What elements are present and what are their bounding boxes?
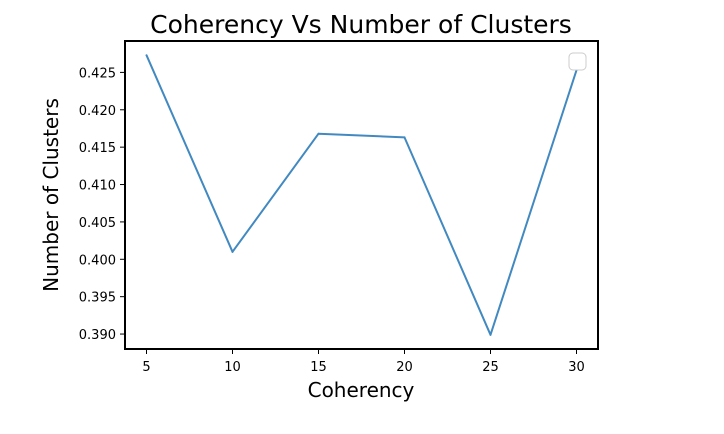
x-tick-label: 30 bbox=[568, 360, 585, 375]
data-point bbox=[489, 333, 492, 336]
y-tick-label: 0.405 bbox=[79, 216, 116, 231]
y-tick-label: 0.425 bbox=[79, 66, 116, 81]
y-axis-label: Number of Clusters bbox=[39, 98, 63, 292]
chart-title: Coherency Vs Number of Clusters bbox=[150, 10, 572, 39]
x-tick-label: 10 bbox=[224, 360, 241, 375]
x-tick-label: 25 bbox=[482, 360, 499, 375]
series-line bbox=[145, 54, 578, 336]
y-tick-label: 0.420 bbox=[79, 104, 116, 119]
data-point bbox=[145, 54, 148, 57]
data-point bbox=[403, 136, 406, 139]
data-point bbox=[317, 132, 320, 135]
x-tick-label: 5 bbox=[142, 360, 150, 375]
y-tick-label: 0.410 bbox=[79, 179, 116, 194]
data-point bbox=[231, 250, 234, 253]
y-tick-label: 0.395 bbox=[79, 291, 116, 306]
y-tick-label: 0.415 bbox=[79, 141, 116, 156]
x-tick-label: 20 bbox=[396, 360, 413, 375]
legend-box bbox=[568, 52, 587, 71]
y-tick-label: 0.390 bbox=[79, 328, 116, 343]
plot-area: 5 10 15 20 25 30 0.390 0.395 0.400 0.405 0.410 0.41… bbox=[79, 54, 585, 375]
x-axis-label: Coherency bbox=[308, 378, 415, 402]
x-tick-label: 15 bbox=[310, 360, 327, 375]
plot-frame bbox=[124, 40, 599, 350]
y-tick-label: 0.400 bbox=[79, 253, 116, 268]
